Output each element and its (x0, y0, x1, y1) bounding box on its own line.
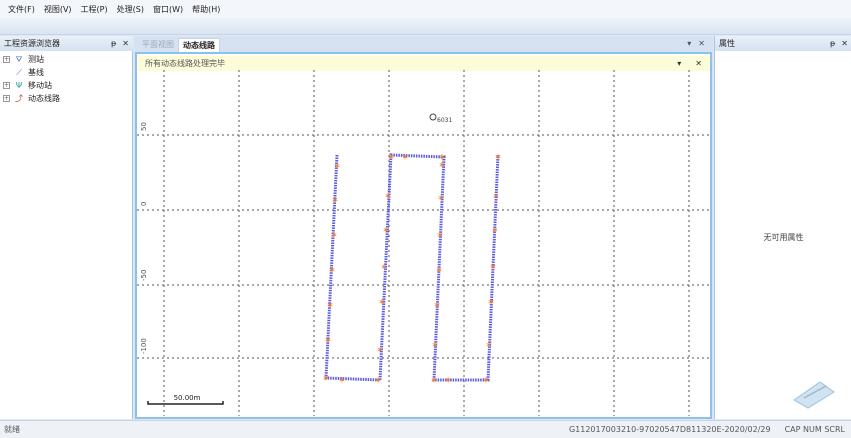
tab-kinematic-route[interactable]: 动态线路 (178, 38, 220, 52)
epoch-marker: ✶ (487, 298, 495, 308)
menu-file[interactable]: 文件(F) (8, 4, 35, 14)
tree-label: 动态线路 (28, 94, 60, 103)
toolbar (0, 18, 851, 35)
tree-item-rovers[interactable]: + Ψ 移动站 (3, 79, 60, 92)
panel-header: 工程资源浏览器 ᵽ ✕ (0, 36, 133, 51)
y-tick-label: 0 (140, 202, 148, 206)
menu-help[interactable]: 帮助(H) (192, 4, 221, 14)
tree-item-routes[interactable]: + ⤴ 动态线路 (3, 92, 60, 105)
epoch-marker: ✶ (333, 162, 341, 172)
panel-title: 工程资源浏览器 (4, 39, 60, 48)
pin-icon[interactable]: ᵽ (110, 39, 117, 48)
epoch-marker: ✶ (328, 266, 336, 276)
epoch-marker: ✶ (331, 196, 339, 206)
epoch-marker: ✶ (430, 376, 438, 386)
notice-dropdown-icon[interactable]: ▾ (677, 59, 682, 68)
epoch-marker: ✶ (431, 341, 439, 351)
project-explorer-panel: 工程资源浏览器 ᵽ ✕ + ⛛ 测站 ⟋ 基线 + Ψ 移动站 + ⤴ 动态线路 (0, 36, 133, 419)
tree-label: 测站 (28, 55, 44, 64)
menu-process[interactable]: 处理(S) (116, 4, 144, 14)
epoch-marker: ✶ (378, 298, 386, 308)
close-icon[interactable]: ✕ (841, 39, 848, 48)
epoch-marker: ✶ (382, 226, 390, 236)
tree-item-stations[interactable]: + ⛛ 测站 (3, 53, 60, 66)
status-num: NUM (803, 425, 822, 434)
menu-project[interactable]: 工程(P) (80, 4, 108, 14)
notification-text: 所有动态线路处理完毕 (145, 59, 225, 68)
epoch-marker: ✶ (492, 192, 500, 202)
status-cap: CAP (784, 425, 801, 434)
watermark-logo (793, 381, 835, 409)
tree-label: 移动站 (28, 81, 52, 90)
notification-bar: 所有动态线路处理完毕 ▾ ✕ (137, 56, 710, 71)
rover-icon: Ψ (15, 81, 23, 90)
epoch-marker: ✶ (376, 346, 384, 356)
menu-window[interactable]: 窗口(W) (152, 4, 184, 14)
close-icon[interactable]: ✕ (122, 39, 129, 48)
expand-icon[interactable]: + (3, 56, 10, 63)
epoch-marker: ✶ (330, 231, 338, 241)
tab-plan-view[interactable]: 平面视图 (142, 40, 174, 49)
epoch-marker: ✶ (435, 266, 443, 276)
notice-close-icon[interactable]: ✕ (695, 59, 702, 68)
tab-strip: 平面视图 动态线路 (134, 36, 713, 52)
epoch-marker: ✶ (338, 376, 346, 386)
tree-label: 基线 (28, 68, 44, 77)
baseline-icon: ⟋ (16, 67, 22, 77)
status-bar: 就绪 G112017003210-97020547D811320E-2020/0… (0, 420, 851, 438)
panel-header: 属性 ᵽ ✕ (715, 36, 851, 51)
scale-bar (147, 401, 224, 405)
station-icon: ⛛ (15, 54, 23, 64)
tab-dropdown-icon[interactable]: ▾ (687, 39, 692, 48)
station-marker (429, 113, 437, 121)
y-tick-label: -100 (140, 338, 148, 354)
status-scrl: SCRL (824, 425, 845, 434)
epoch-marker: ✶ (485, 341, 493, 351)
scale-label: 50.00m (174, 394, 201, 402)
epoch-marker: ✶ (438, 153, 446, 163)
tab-close-icon[interactable]: ✕ (698, 39, 705, 48)
y-tick-label: 50 (140, 122, 148, 131)
epoch-marker: ✶ (444, 376, 452, 386)
status-file: G112017003210-97020547D811320E-2020/02/2… (568, 425, 771, 434)
menu-view[interactable]: 视图(V) (43, 4, 72, 14)
status-text: 就绪 (4, 425, 20, 434)
map-canvas[interactable]: 50 0 -50 -100 ✶ ✶ ✶ ✶ ✶ ✶ ✶ ✶ ✶ ✶ ✶ ✶ ✶ ✶ ✶ ✶ ✶ ✶ ✶ ✶ ✶ ✶ ✶ ✶ ✶ ✶ ✶ ✶ ✶ ✶… (136, 52, 710, 416)
epoch-marker: ✶ (436, 231, 444, 241)
epoch-marker: ✶ (491, 226, 499, 236)
properties-panel: 属性 ᵽ ✕ 无可用属性 (714, 36, 851, 419)
y-tick-label: -50 (140, 270, 148, 281)
epoch-marker: ✶ (324, 336, 332, 346)
pin-icon[interactable]: ᵽ (829, 39, 836, 48)
epoch-marker: ✶ (433, 301, 441, 311)
expand-icon[interactable]: + (3, 95, 10, 102)
epoch-marker: ✶ (494, 153, 502, 163)
epoch-marker: ✶ (380, 263, 388, 273)
epoch-marker: ✶ (401, 153, 409, 163)
epoch-marker: ✶ (384, 192, 392, 202)
epoch-marker: ✶ (438, 161, 446, 171)
kinematic-route-icon: ⤴ (15, 94, 23, 103)
epoch-marker: ✶ (437, 194, 445, 204)
project-tree: + ⛛ 测站 ⟋ 基线 + Ψ 移动站 + ⤴ 动态线路 (3, 53, 60, 105)
kinematic-track (324, 153, 500, 382)
epoch-marker: ✶ (322, 374, 330, 384)
panel-title: 属性 (719, 39, 735, 48)
no-properties-text: 无可用属性 (763, 233, 804, 242)
epoch-marker: ✶ (482, 376, 490, 386)
epoch-marker: ✶ (326, 301, 334, 311)
epoch-marker: ✶ (387, 153, 395, 163)
station-label: 6031 (437, 117, 452, 124)
epoch-marker: ✶ (489, 263, 497, 273)
epoch-marker: ✶ (374, 376, 382, 386)
expand-icon[interactable]: + (3, 82, 10, 89)
menu-bar: 文件(F) 视图(V) 工程(P) 处理(S) 窗口(W) 帮助(H) (0, 0, 851, 18)
tree-item-baselines[interactable]: ⟋ 基线 (3, 66, 60, 79)
